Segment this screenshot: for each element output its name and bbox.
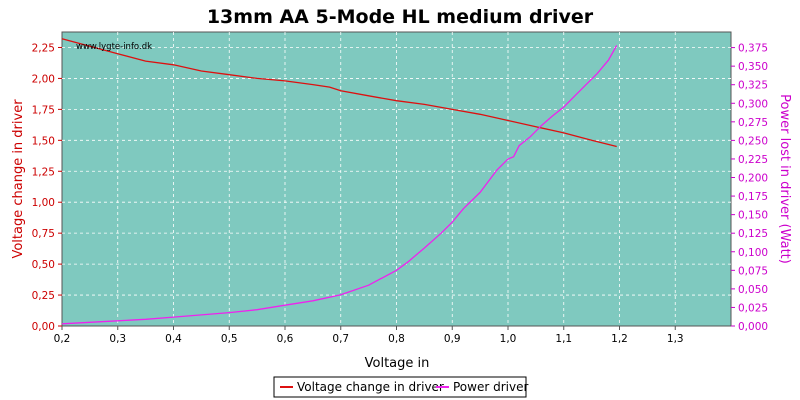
left-y-tick-label: 1,25 [32, 166, 55, 178]
x-tick-label: 0,2 [54, 333, 71, 345]
right-y-axis-label: Power lost in driver (Watt) [777, 94, 792, 264]
x-tick-label: 1,2 [611, 333, 628, 345]
power-line [61, 45, 618, 325]
right-y-tick-label: 0,025 [738, 302, 768, 314]
series-layer [61, 38, 618, 325]
left-y-tick-label: 2,25 [32, 42, 55, 54]
right-y-tick-label: 0,200 [738, 173, 768, 185]
left-y-tick-label: 0,00 [32, 321, 55, 333]
right-y-tick-label: 0,075 [738, 265, 768, 277]
x-tick-label: 1,1 [555, 333, 572, 345]
legend-box [273, 376, 527, 398]
left-y-tick-label: 0,25 [32, 290, 55, 302]
right-y-tick-label: 0,300 [738, 98, 768, 110]
x-tick-label: 0,9 [444, 333, 461, 345]
right-y-tick-label: 0,250 [738, 135, 768, 147]
left-y-tick-label: 1,75 [32, 104, 55, 116]
right-y-tick-label: 0,325 [738, 80, 768, 92]
watermark: www.lygte-info.dk [76, 42, 152, 52]
legend-label-voltage: Voltage change in driver [297, 380, 444, 394]
left-y-tick-label: 1,50 [32, 135, 55, 147]
x-tick-label: 1,3 [667, 333, 684, 345]
right-y-axis: 0,000 0,025 0,050 0,075 0,100 0,125 0,150 0,175… [731, 43, 768, 333]
left-y-tick-label: 0,75 [32, 228, 55, 240]
right-y-tick-label: 0,275 [738, 117, 768, 129]
x-axis: 0,2 0,3 0,4 0,5 0,6 0,7 0,8 0,9 1,0 1,1 1,2 1,3 [54, 326, 684, 345]
x-tick-label: 0,8 [388, 333, 405, 345]
voltage-change-line [61, 38, 617, 148]
x-axis-label: Voltage in [365, 356, 430, 371]
right-y-tick-label: 0,125 [738, 228, 768, 240]
right-y-tick-label: 0,050 [738, 284, 768, 296]
x-tick-label: 0,3 [109, 333, 126, 345]
x-tick-label: 0,4 [165, 333, 182, 345]
left-y-axis: 0,00 0,25 0,50 0,75 1,00 1,25 1,50 1,75 2,00 2,25 [32, 42, 62, 333]
x-tick-label: 0,6 [277, 333, 294, 345]
legend-label-power: Power driver [453, 380, 528, 394]
right-y-tick-label: 0,000 [738, 321, 768, 333]
right-y-tick-label: 0,350 [738, 61, 768, 73]
chart-title: 13mm AA 5-Mode HL medium driver [207, 6, 594, 28]
left-y-axis-label: Voltage change in driver [11, 99, 26, 259]
right-y-tick-label: 0,375 [738, 43, 768, 55]
x-tick-label: 0,7 [332, 333, 349, 345]
right-y-tick-label: 0,175 [738, 191, 768, 203]
left-y-tick-label: 0,50 [32, 259, 55, 271]
legend: Voltage change in driver Power driver [273, 376, 528, 398]
x-tick-label: 1,0 [500, 333, 517, 345]
grid-lines [62, 32, 731, 326]
right-y-tick-label: 0,100 [738, 247, 768, 259]
x-tick-label: 0,5 [221, 333, 238, 345]
right-y-tick-label: 0,225 [738, 154, 768, 166]
right-y-tick-label: 0,150 [738, 210, 768, 222]
left-y-tick-label: 1,00 [32, 197, 55, 209]
left-y-tick-label: 2,00 [32, 73, 55, 85]
